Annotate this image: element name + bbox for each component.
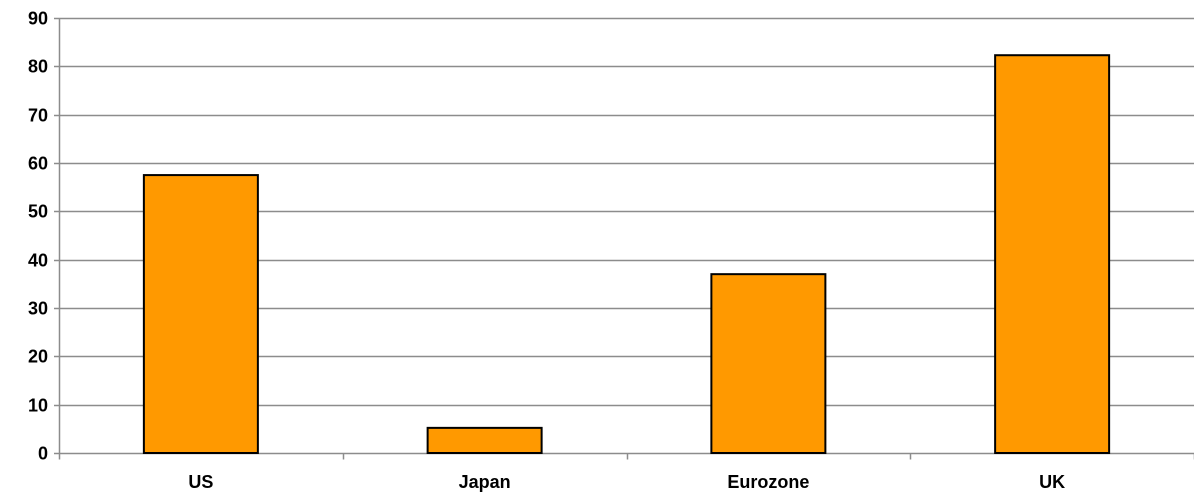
bars (142, 54, 1111, 455)
x-tick-label-eurozone: Eurozone (727, 472, 809, 492)
y-tick-label: 0 (38, 444, 48, 464)
y-tick-label: 80 (28, 57, 48, 77)
y-tick-label: 90 (28, 9, 48, 29)
x-tick-label-uk: UK (1039, 472, 1065, 492)
y-tick-label: 10 (28, 396, 48, 416)
y-tick-label: 50 (28, 202, 48, 222)
y-tick-label: 30 (28, 299, 48, 319)
bar-japan (426, 426, 543, 455)
bar-eurozone (710, 273, 827, 454)
x-axis-tick-labels: US Japan Eurozone UK (188, 472, 1065, 492)
x-tick-label-japan: Japan (459, 472, 511, 492)
y-tick-label: 60 (28, 154, 48, 174)
y-tick-label: 40 (28, 251, 48, 271)
y-tick-label: 70 (28, 106, 48, 126)
bar-uk (994, 54, 1111, 454)
bar-us (142, 174, 259, 454)
x-tick-label-us: US (188, 472, 213, 492)
y-tick-label: 20 (28, 347, 48, 367)
y-axis-tick-labels: 0 10 20 30 40 50 60 70 80 90 (28, 9, 48, 464)
